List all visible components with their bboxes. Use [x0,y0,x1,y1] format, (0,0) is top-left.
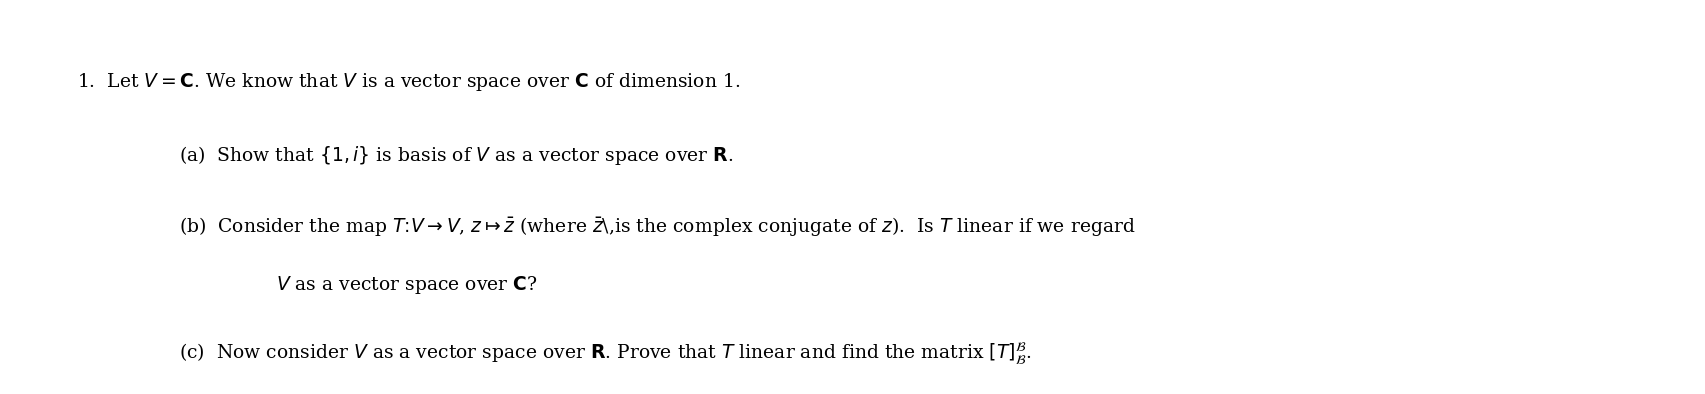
Text: $V$ as a vector space over $\mathbf{C}$?: $V$ as a vector space over $\mathbf{C}$? [276,274,539,296]
Text: (c)  Now consider $V$ as a vector space over $\mathbf{R}$. Prove that $T$ linear: (c) Now consider $V$ as a vector space o… [179,341,1032,367]
Text: (b)  Consider the map $T\colon V \to V$, $z \mapsto \bar{z}$ (where $\bar{z}$\,i: (b) Consider the map $T\colon V \to V$, … [179,215,1136,238]
Text: (a)  Show that $\{1, i\}$ is basis of $V$ as a vector space over $\mathbf{R}$.: (a) Show that $\{1, i\}$ is basis of $V$… [179,144,733,167]
Text: 1.  Let $V = \mathbf{C}$. We know that $V$ is a vector space over $\mathbf{C}$ o: 1. Let $V = \mathbf{C}$. We know that $V… [77,71,740,93]
